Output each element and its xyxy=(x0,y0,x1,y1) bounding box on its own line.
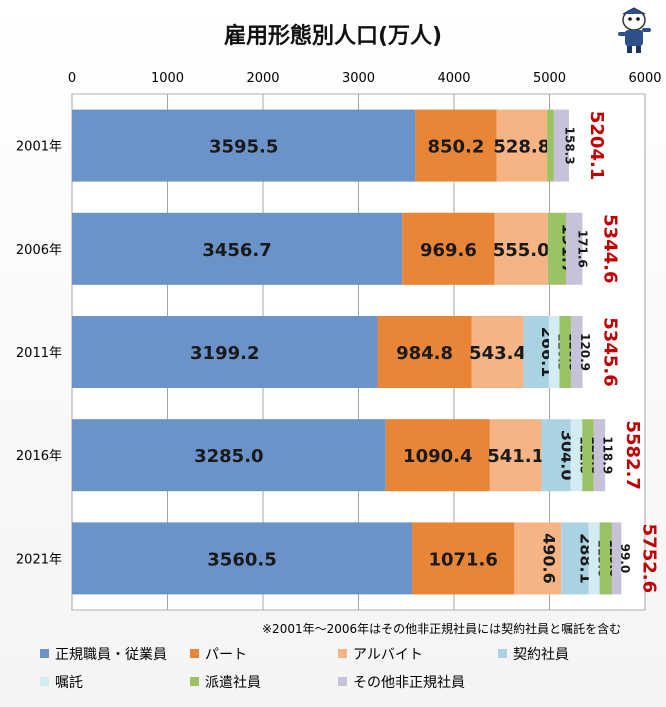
legend-label: 契約社員 xyxy=(513,647,569,663)
legend-label: 正規職員・従業員 xyxy=(55,647,167,663)
legend-item: アルバイト xyxy=(338,644,423,664)
legend-swatch xyxy=(338,677,347,686)
total-label: 5582.7 xyxy=(622,420,643,489)
data-label: 969.6 xyxy=(420,240,477,261)
total-label: 5345.6 xyxy=(600,317,621,386)
legend-label: アルバイト xyxy=(353,647,423,663)
bar-segment xyxy=(415,109,497,182)
x-tick-label: 5000 xyxy=(533,71,566,86)
bar-segment xyxy=(547,109,554,182)
data-label: 555.0 xyxy=(493,240,550,261)
bar-segment xyxy=(471,316,524,388)
legend-item: その他非正規社員 xyxy=(338,672,465,692)
category-label: 2021年 xyxy=(16,552,62,567)
data-label: 3595.5 xyxy=(209,137,278,158)
bar-segment xyxy=(561,522,589,595)
legend-item: 嘱託 xyxy=(40,672,83,692)
bar-segment xyxy=(72,419,386,492)
bar-segment xyxy=(72,522,413,595)
bar-segment xyxy=(496,109,548,182)
category-label: 2016年 xyxy=(16,449,62,464)
data-label: 1090.4 xyxy=(403,446,472,467)
bar-segment xyxy=(559,316,571,388)
legend-item: パート xyxy=(190,644,247,664)
bar-segment xyxy=(582,419,594,492)
data-label: 541.1 xyxy=(487,446,544,467)
category-label: 2011年 xyxy=(16,346,62,361)
bar-segment xyxy=(72,316,378,388)
bar-segment xyxy=(489,419,542,492)
legend-swatch xyxy=(338,649,347,658)
data-label: 120.9 xyxy=(578,333,592,371)
x-tick-label: 1000 xyxy=(151,71,184,86)
x-tick-label: 4000 xyxy=(437,71,470,86)
mascot-icon xyxy=(618,7,651,53)
legend-label: 嘱託 xyxy=(55,675,83,691)
bar-segment xyxy=(570,419,583,492)
bar-segment xyxy=(72,109,416,182)
data-label: 3199.2 xyxy=(190,343,259,364)
bar-segment xyxy=(570,316,583,388)
x-tick-label: 3000 xyxy=(342,71,375,86)
legend-swatch xyxy=(190,677,199,686)
bar-segment xyxy=(412,522,515,595)
data-label: 1071.6 xyxy=(428,549,497,570)
data-label: 99.0 xyxy=(618,544,632,574)
legend-swatch xyxy=(190,649,199,658)
bar-segment xyxy=(566,212,583,285)
chart-footnote: ※2001年～2006年はその他非正規社員には契約社員と嘱託を含む xyxy=(262,622,622,636)
bar-segment xyxy=(588,522,600,595)
bar-segment xyxy=(402,212,495,285)
x-tick-label: 0 xyxy=(68,71,76,86)
bar-chart: 0 1000 2000 3000 4000 5000 6000 2001年 3595.5 850.… xyxy=(16,71,662,611)
data-label: 543.4 xyxy=(469,343,526,364)
data-label: 850.2 xyxy=(427,137,484,158)
total-label: 5344.6 xyxy=(599,214,620,283)
legend-label: 派遣社員 xyxy=(205,675,261,691)
bar-segment xyxy=(593,419,606,492)
legend-label: パート xyxy=(205,647,247,663)
data-label: 3560.5 xyxy=(207,549,276,570)
bar-segment xyxy=(523,316,549,388)
bar-segment xyxy=(547,212,567,285)
data-label: 490.6 xyxy=(539,533,558,584)
legend-swatch xyxy=(40,677,49,686)
legend-item: 契約社員 xyxy=(498,644,569,664)
total-label: 5752.6 xyxy=(638,524,659,593)
category-label: 2006年 xyxy=(16,243,62,258)
bar-segment xyxy=(548,316,560,388)
chart-title: 雇用形態別人口(万人) xyxy=(223,24,443,49)
legend-label: その他非正規社員 xyxy=(353,675,465,691)
data-label: 118.9 xyxy=(601,436,615,474)
legend-swatch xyxy=(498,649,507,658)
bar-segment xyxy=(599,522,612,595)
legend-item: 派遣社員 xyxy=(190,672,261,692)
bar-segment xyxy=(514,522,562,595)
data-label: 984.8 xyxy=(396,343,453,364)
data-label: 3456.7 xyxy=(202,240,271,261)
bar-segment xyxy=(553,109,569,182)
bar-segment xyxy=(385,419,490,492)
bar-segment xyxy=(494,212,548,285)
legend-swatch xyxy=(40,649,49,658)
data-label: 528.8 xyxy=(493,137,550,158)
data-label: 158.3 xyxy=(563,127,577,165)
legend-item: 正規職員・従業員 xyxy=(40,644,167,664)
bar-segment xyxy=(72,212,403,285)
bar-segment xyxy=(377,316,472,388)
bar-segment xyxy=(611,522,622,595)
x-tick-label: 6000 xyxy=(628,71,661,86)
x-tick-label: 2000 xyxy=(246,71,279,86)
bar-segment xyxy=(541,419,571,492)
total-label: 5204.1 xyxy=(586,111,607,180)
category-label: 2001年 xyxy=(16,140,62,155)
data-label: 171.6 xyxy=(575,230,589,268)
data-label: 3285.0 xyxy=(194,446,263,467)
